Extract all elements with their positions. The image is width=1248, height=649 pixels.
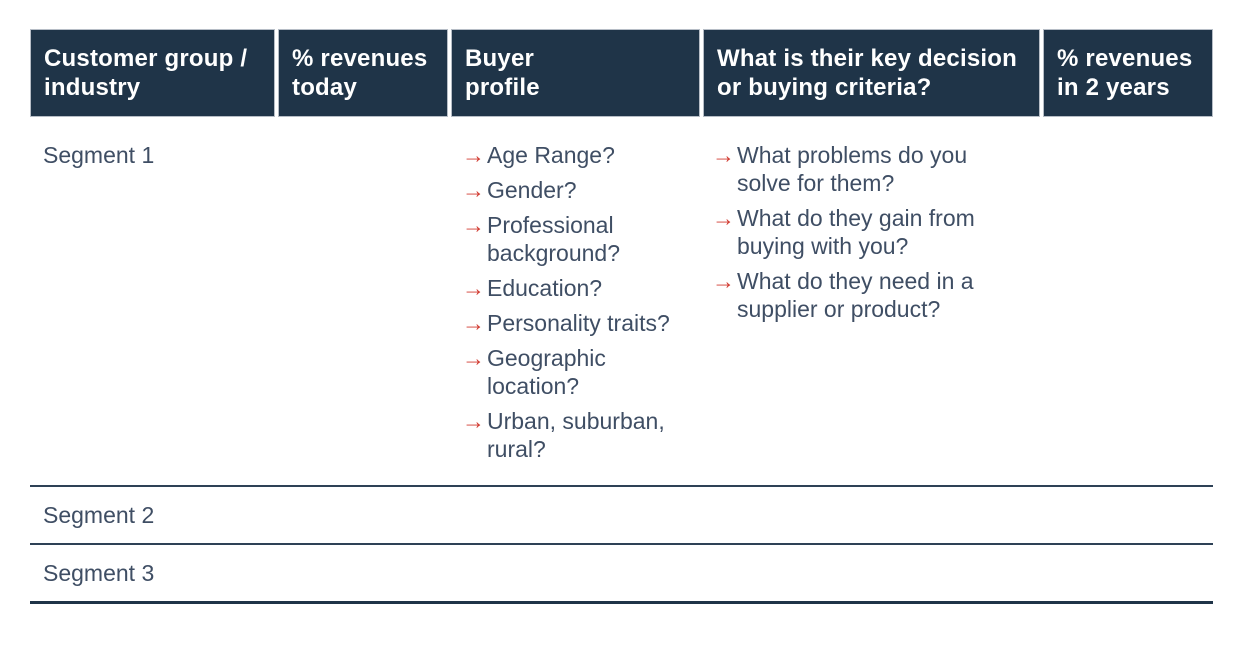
segment-label: Segment 3 [43,560,155,586]
bullet-item: → What do they need in a supplier or prod… [712,267,1043,323]
arrow-bullet-icon: → [462,408,485,434]
bullet-text: What do they gain from buying with you? [737,205,975,259]
bullet-item: → Urban, suburban, rural? [462,407,703,463]
column-header-revenues-today: % revenues today [278,29,448,117]
arrow-bullet-icon: → [712,142,735,168]
decision-criteria-cell: → What problems do you solve for them? → Wh… [703,141,1043,485]
table-row-segment-3: Segment 3 [30,543,1213,601]
arrow-bullet-icon: → [712,268,735,294]
bullet-item: → What problems do you solve for them? [712,141,1043,197]
buyer-profile-cell: → Age Range? → Gender? → Professional backgro… [451,141,703,485]
bullet-text: Professional background? [487,212,620,266]
bullet-text: Personality traits? [487,310,670,336]
column-header-revenues-2-years: % revenues in 2 years [1043,29,1213,117]
column-header-buyer-profile: Buyer profile [451,29,700,117]
table-row-segment-2: Segment 2 [30,485,1213,543]
bullet-text: Urban, suburban, rural? [487,408,665,462]
bullet-text: What problems do you solve for them? [737,142,968,196]
segment-cell: Segment 2 [30,501,278,529]
bullet-text: Education? [487,275,603,301]
bullet-item: → Geographic location? [462,344,703,400]
table-header-row: Customer group / industry % revenues tod… [30,29,1213,117]
arrow-bullet-icon: → [712,205,735,231]
bullet-item: → Gender? [462,176,703,204]
revenues-2-years-cell [1043,141,1213,485]
bullet-text: Geographic location? [487,345,606,399]
bullet-text: Gender? [487,177,577,203]
arrow-bullet-icon: → [462,177,485,203]
arrow-bullet-icon: → [462,142,485,168]
bullet-item: → Education? [462,274,703,302]
segment-cell: Segment 3 [30,559,278,587]
segment-label: Segment 1 [43,142,155,168]
bullet-item: → Personality traits? [462,309,703,337]
table-row-segment-1: Segment 1 → Age Range? → Gender? → Profession… [30,117,1213,485]
bullet-text: Age Range? [487,142,615,168]
segment-label: Segment 2 [43,502,155,528]
revenues-today-cell [278,141,451,485]
bullet-item: → What do they gain from buying with you? [712,204,1043,260]
bullet-text: What do they need in a supplier or produ… [737,268,974,322]
arrow-bullet-icon: → [462,275,485,301]
decision-criteria-list: → What problems do you solve for them? → Wh… [703,141,1043,323]
segment-cell: Segment 1 [30,141,278,485]
column-header-decision-criteria: What is their key decision or buying cri… [703,29,1040,117]
arrow-bullet-icon: → [462,212,485,238]
bullet-item: → Professional background? [462,211,703,267]
arrow-bullet-icon: → [462,310,485,336]
customer-segmentation-table: Customer group / industry % revenues tod… [30,29,1213,604]
buyer-profile-list: → Age Range? → Gender? → Professional backgro… [451,141,703,463]
column-header-customer-group: Customer group / industry [30,29,275,117]
arrow-bullet-icon: → [462,345,485,371]
bullet-item: → Age Range? [462,141,703,169]
